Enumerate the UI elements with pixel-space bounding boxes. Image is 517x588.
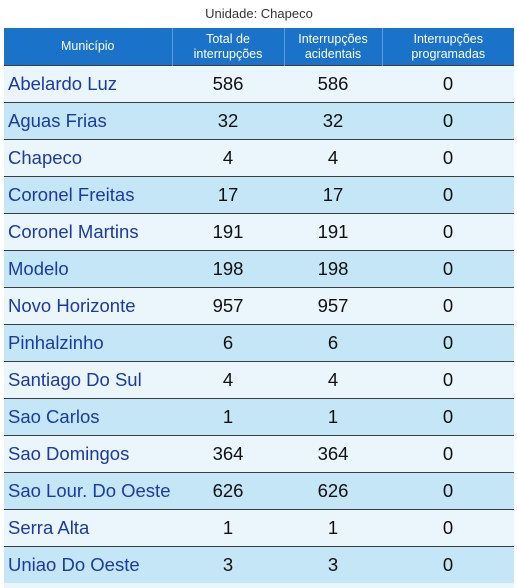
municipio-name: Aguas Frias [4,102,172,140]
programadas-value: 0 [382,472,514,510]
acidentais-value: 191 [284,213,382,251]
table-row[interactable]: Aguas Frias 32 32 0 [4,102,514,140]
total-value: 3 [172,546,284,583]
table-row[interactable]: Coronel Freitas 17 17 0 [4,176,514,214]
total-value: 6 [172,324,284,362]
programadas-value: 0 [382,324,514,362]
municipio-name: Santiago Do Sul [4,361,172,399]
header-total: Total de interrupções [172,28,285,66]
table-row[interactable]: Novo Horizonte 957 957 0 [4,287,514,325]
acidentais-value: 3 [284,546,382,583]
header-acidentais: Interrupções acidentais [284,28,383,66]
acidentais-value: 4 [284,361,382,399]
total-value: 17 [172,176,284,214]
table-row[interactable]: Chapeco 4 4 0 [4,139,514,177]
programadas-value: 0 [382,176,514,214]
municipio-name: Chapeco [4,139,172,177]
municipio-name: Sao Carlos [4,398,172,436]
municipio-name: Novo Horizonte [4,287,172,325]
table-row[interactable]: Serra Alta 1 1 0 [4,509,514,547]
acidentais-value: 957 [284,287,382,325]
interruptions-table: Município Total de interrupções Interrup… [4,28,514,583]
programadas-value: 0 [382,65,514,103]
total-value: 32 [172,102,284,140]
municipio-name: Coronel Martins [4,213,172,251]
unit-label: Unidade: Chapeco [4,0,514,28]
table-row[interactable]: Sao Lour. Do Oeste 626 626 0 [4,472,514,510]
total-value: 586 [172,65,284,103]
header-municipio: Município [4,28,173,66]
total-value: 957 [172,287,284,325]
total-value: 626 [172,472,284,510]
acidentais-value: 198 [284,250,382,288]
municipio-name: Pinhalzinho [4,324,172,362]
programadas-value: 0 [382,250,514,288]
acidentais-value: 364 [284,435,382,473]
programadas-value: 0 [382,102,514,140]
table-row[interactable]: Uniao Do Oeste 3 3 0 [4,546,514,583]
table-row[interactable]: Abelardo Luz 586 586 0 [4,65,514,103]
programadas-value: 0 [382,213,514,251]
municipio-name: Coronel Freitas [4,176,172,214]
total-value: 191 [172,213,284,251]
municipio-name: Abelardo Luz [4,65,172,103]
table-row[interactable]: Santiago Do Sul 4 4 0 [4,361,514,399]
total-value: 4 [172,139,284,177]
programadas-value: 0 [382,509,514,547]
municipio-name: Sao Lour. Do Oeste [4,472,172,510]
programadas-value: 0 [382,139,514,177]
total-value: 1 [172,398,284,436]
municipio-name: Serra Alta [4,509,172,547]
programadas-value: 0 [382,546,514,583]
acidentais-value: 586 [284,65,382,103]
report-panel: Unidade: Chapeco Município Total de inte… [4,0,514,588]
table-row[interactable]: Sao Carlos 1 1 0 [4,398,514,436]
programadas-value: 0 [382,361,514,399]
total-value: 364 [172,435,284,473]
acidentais-value: 1 [284,398,382,436]
table-row[interactable]: Pinhalzinho 6 6 0 [4,324,514,362]
table-row[interactable]: Modelo 198 198 0 [4,250,514,288]
acidentais-value: 4 [284,139,382,177]
municipio-name: Modelo [4,250,172,288]
table-header-row: Município Total de interrupções Interrup… [4,28,514,66]
acidentais-value: 1 [284,509,382,547]
programadas-value: 0 [382,398,514,436]
header-programadas: Interrupções programadas [382,28,514,66]
programadas-value: 0 [382,435,514,473]
table-row[interactable]: Sao Domingos 364 364 0 [4,435,514,473]
table-row[interactable]: Coronel Martins 191 191 0 [4,213,514,251]
total-value: 1 [172,509,284,547]
programadas-value: 0 [382,287,514,325]
acidentais-value: 32 [284,102,382,140]
acidentais-value: 626 [284,472,382,510]
total-value: 198 [172,250,284,288]
municipio-name: Sao Domingos [4,435,172,473]
acidentais-value: 6 [284,324,382,362]
municipio-name: Uniao Do Oeste [4,546,172,583]
total-value: 4 [172,361,284,399]
acidentais-value: 17 [284,176,382,214]
